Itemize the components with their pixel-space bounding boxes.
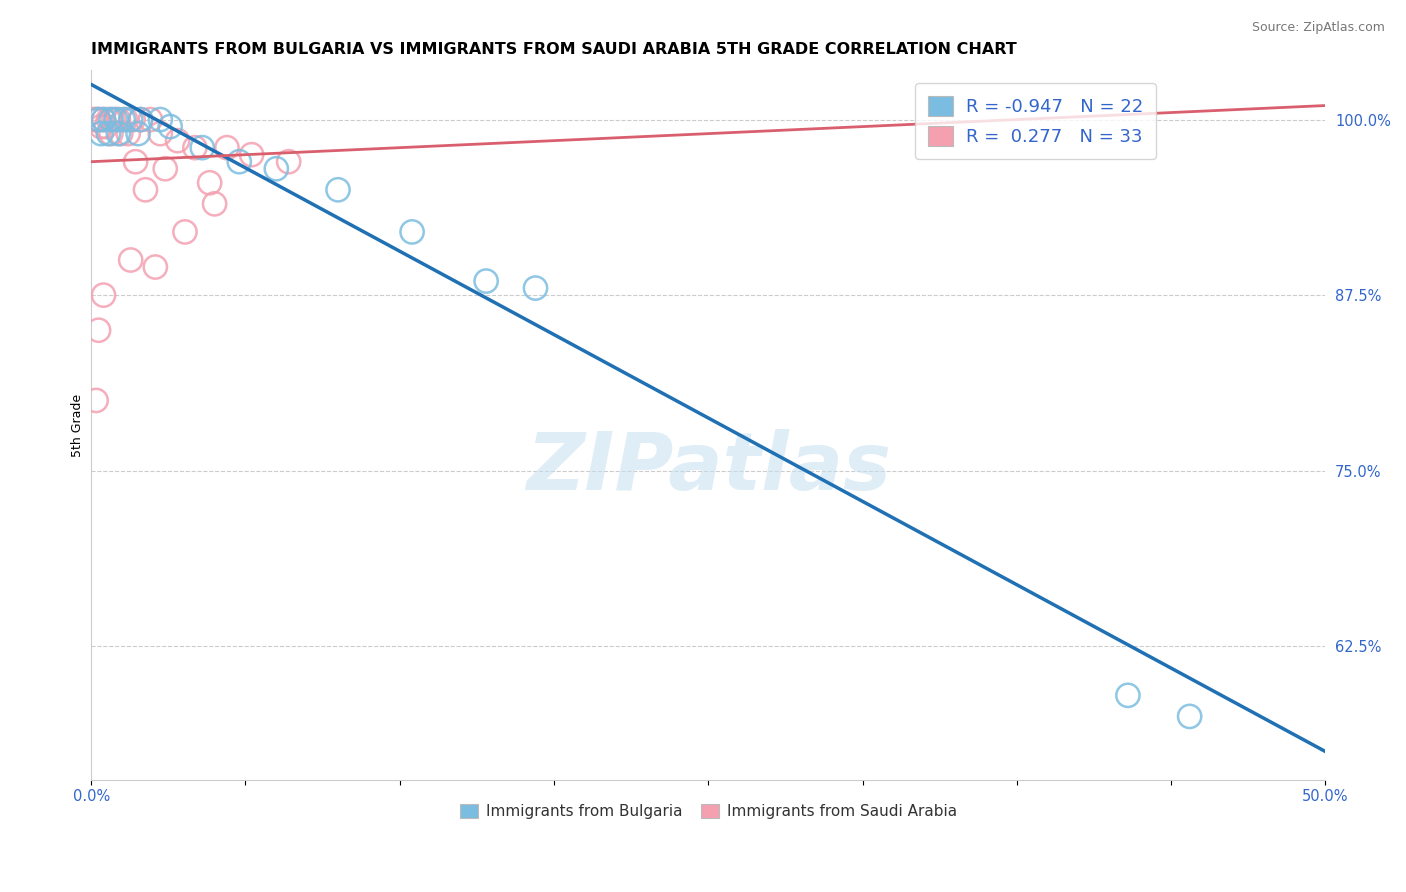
Point — [204, 197, 226, 211]
Point — [114, 112, 136, 127]
Point — [90, 120, 112, 134]
Y-axis label: 5th Grade: 5th Grade — [72, 393, 84, 457]
Point — [134, 183, 156, 197]
Point — [110, 127, 132, 141]
Point — [90, 127, 112, 141]
Point — [93, 112, 115, 127]
Point — [93, 112, 115, 127]
Point — [174, 225, 197, 239]
Point — [1116, 689, 1139, 703]
Point — [107, 127, 129, 141]
Point — [120, 112, 142, 127]
Point — [84, 112, 107, 127]
Point — [107, 112, 129, 127]
Point — [228, 154, 250, 169]
Point — [166, 134, 188, 148]
Point — [1178, 709, 1201, 723]
Point — [112, 112, 135, 127]
Point — [83, 112, 105, 127]
Point — [149, 112, 172, 127]
Point — [94, 120, 117, 134]
Point — [215, 141, 238, 155]
Point — [87, 323, 110, 337]
Point — [127, 127, 149, 141]
Point — [184, 141, 207, 155]
Point — [97, 127, 120, 141]
Point — [100, 127, 122, 141]
Point — [100, 112, 122, 127]
Point — [84, 393, 107, 408]
Point — [155, 161, 177, 176]
Point — [104, 112, 127, 127]
Point — [129, 112, 152, 127]
Point — [191, 141, 214, 155]
Point — [139, 112, 162, 127]
Point — [129, 112, 152, 127]
Point — [120, 252, 142, 267]
Point — [524, 281, 547, 295]
Point — [124, 154, 146, 169]
Point — [87, 112, 110, 127]
Text: ZIPatlas: ZIPatlas — [526, 428, 891, 507]
Point — [277, 154, 299, 169]
Point — [326, 183, 349, 197]
Point — [266, 161, 288, 176]
Point — [240, 147, 263, 161]
Point — [97, 112, 120, 127]
Text: IMMIGRANTS FROM BULGARIA VS IMMIGRANTS FROM SAUDI ARABIA 5TH GRADE CORRELATION C: IMMIGRANTS FROM BULGARIA VS IMMIGRANTS F… — [91, 42, 1017, 57]
Point — [93, 288, 115, 302]
Point — [122, 112, 145, 127]
Point — [198, 176, 221, 190]
Legend: Immigrants from Bulgaria, Immigrants from Saudi Arabia: Immigrants from Bulgaria, Immigrants fro… — [454, 797, 963, 825]
Point — [159, 120, 181, 134]
Point — [87, 112, 110, 127]
Point — [401, 225, 423, 239]
Point — [145, 260, 167, 274]
Point — [117, 127, 139, 141]
Point — [149, 127, 172, 141]
Text: Source: ZipAtlas.com: Source: ZipAtlas.com — [1251, 21, 1385, 34]
Point — [475, 274, 498, 288]
Point — [103, 112, 125, 127]
